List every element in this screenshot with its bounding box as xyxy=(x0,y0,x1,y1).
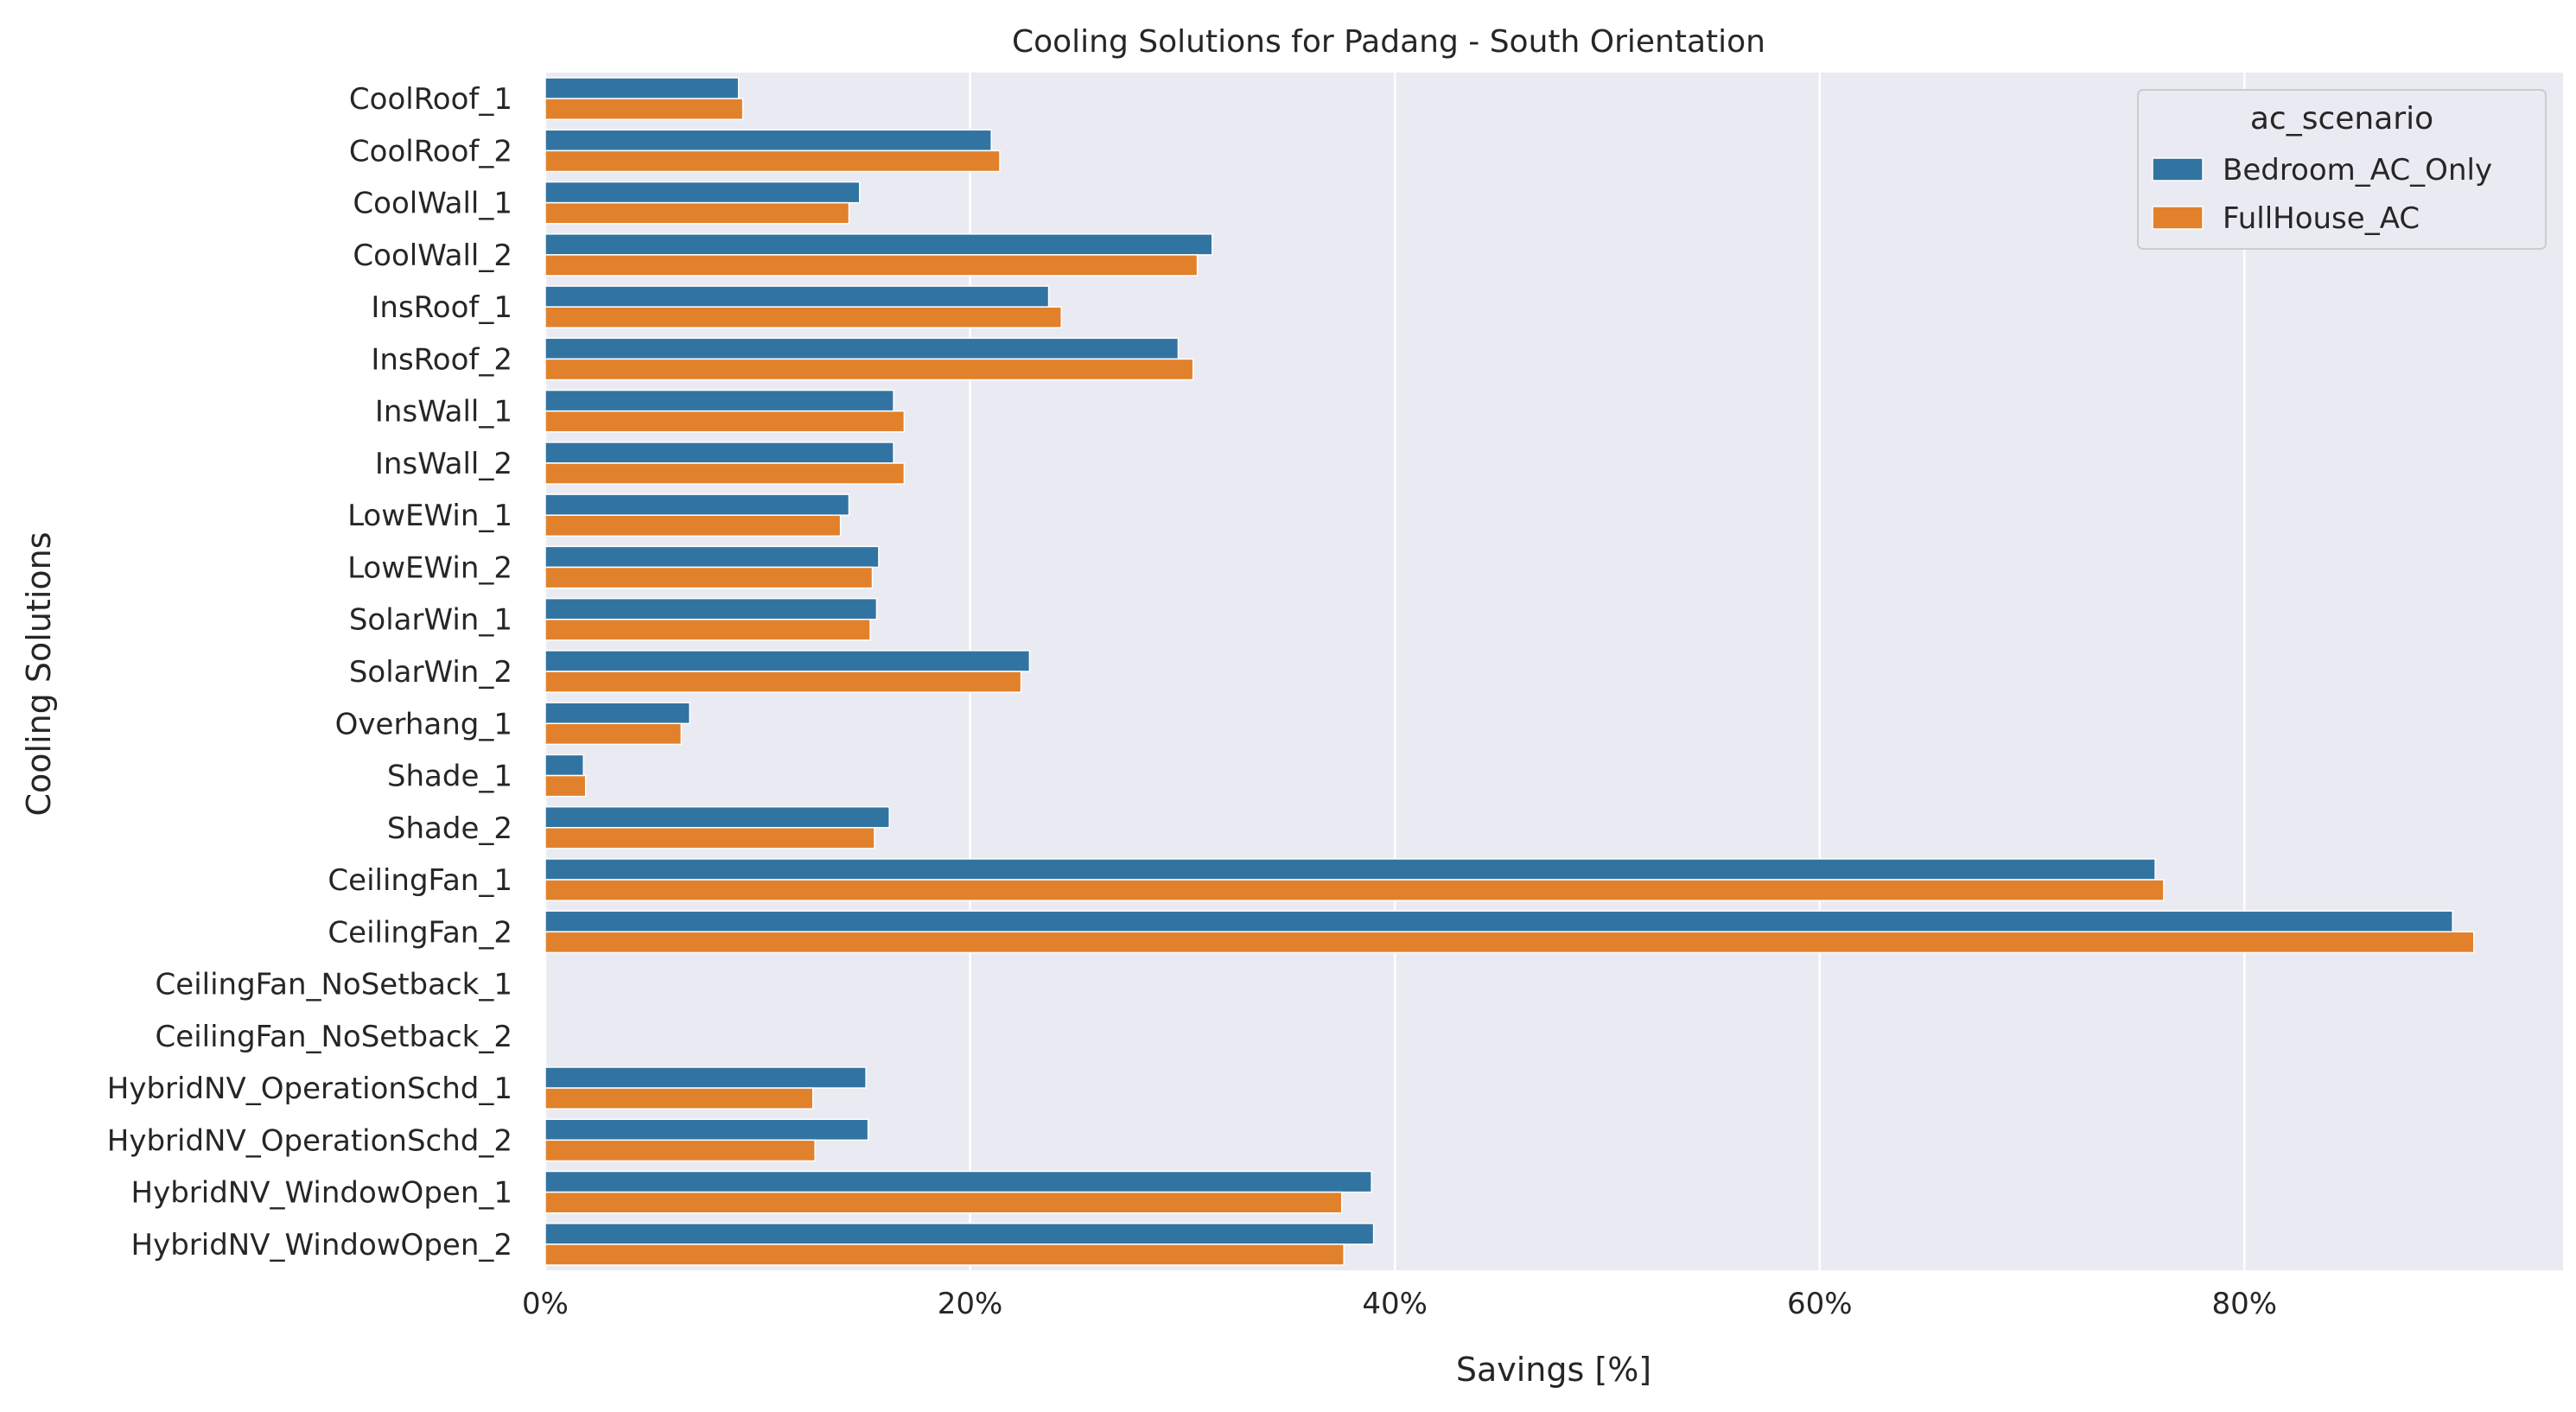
chart-title: Cooling Solutions for Padang - South Ori… xyxy=(1012,24,1765,60)
bar xyxy=(544,858,2156,881)
x-tick-label: 40% xyxy=(1362,1287,1428,1321)
y-tick-label: HybridNV_OperationSchd_1 xyxy=(107,1072,512,1106)
bar xyxy=(544,98,744,120)
x-tick-label: 0% xyxy=(522,1287,569,1321)
bar xyxy=(544,754,584,777)
bar xyxy=(544,827,875,849)
y-axis-label: Cooling Solutions xyxy=(20,531,58,816)
bar xyxy=(544,410,906,433)
y-tick-label: CoolRoof_2 xyxy=(349,134,512,169)
legend-label: FullHouse_AC xyxy=(2223,201,2420,236)
bar xyxy=(544,671,1022,693)
y-tick-label: Shade_2 xyxy=(387,811,512,846)
bar xyxy=(544,285,1050,308)
y-tick-label: CeilingFan_2 xyxy=(328,915,512,950)
y-tick-label: CeilingFan_NoSetback_2 xyxy=(156,1020,512,1054)
y-tick-label: InsWall_1 xyxy=(375,395,512,429)
bar xyxy=(544,306,1063,329)
bar xyxy=(544,129,992,152)
legend: ac_scenario Bedroom_AC_Only FullHouse_AC xyxy=(2137,89,2547,250)
bar xyxy=(544,1118,869,1142)
legend-label: Bedroom_AC_Only xyxy=(2223,153,2492,188)
bar xyxy=(544,931,2475,954)
bar xyxy=(544,1243,1345,1266)
bar xyxy=(544,1087,814,1110)
x-tick-labels: 0% 20% 40% 60% 80% xyxy=(522,1287,2277,1321)
y-tick-label: CoolRoof_1 xyxy=(349,82,512,117)
y-tick-label: HybridNV_OperationSchd_2 xyxy=(107,1123,512,1158)
bar xyxy=(544,358,1194,381)
bar xyxy=(544,1223,1375,1245)
bar xyxy=(544,1139,816,1162)
y-tick-label: SolarWin_1 xyxy=(349,603,512,638)
bar xyxy=(544,702,690,725)
bar xyxy=(544,618,871,641)
bar xyxy=(544,201,850,225)
bar xyxy=(544,1191,1343,1214)
y-tick-labels: CoolRoof_1 CoolRoof_2 CoolWall_1 CoolWall_2… xyxy=(107,82,512,1263)
y-tick-label: InsRoof_1 xyxy=(371,290,512,325)
y-tick-label: InsRoof_2 xyxy=(371,342,512,377)
y-tick-label: LowEWin_1 xyxy=(347,499,512,533)
bar xyxy=(544,77,740,99)
x-tick-label: 60% xyxy=(1787,1287,1853,1321)
bar xyxy=(544,462,906,485)
bar xyxy=(544,597,878,620)
bar xyxy=(544,233,1213,256)
y-tick-label: Overhang_1 xyxy=(335,707,512,741)
bar xyxy=(544,566,874,589)
bar xyxy=(544,1170,1372,1193)
bar xyxy=(544,149,1001,173)
x-tick-label: 80% xyxy=(2212,1287,2278,1321)
y-tick-label: CoolWall_2 xyxy=(353,239,512,273)
y-tick-label: CoolWall_1 xyxy=(353,187,512,221)
legend-frame xyxy=(2137,89,2547,250)
y-tick-label: CeilingFan_1 xyxy=(328,863,512,898)
bar xyxy=(544,545,880,569)
bar xyxy=(544,442,894,464)
bar xyxy=(544,254,1199,277)
y-tick-label: SolarWin_2 xyxy=(349,655,512,690)
legend-title: ac_scenario xyxy=(2250,101,2433,137)
legend-swatch xyxy=(2152,157,2204,181)
bar xyxy=(544,910,2453,933)
bar xyxy=(544,389,894,412)
y-tick-label: LowEWin_2 xyxy=(347,550,512,585)
bar xyxy=(544,722,683,746)
bar xyxy=(544,337,1180,360)
y-tick-label: InsWall_2 xyxy=(375,447,512,481)
bar xyxy=(544,805,890,829)
bar xyxy=(544,181,861,204)
y-tick-label: Shade_1 xyxy=(387,760,512,794)
bars xyxy=(544,77,2475,1266)
bar xyxy=(544,774,587,798)
bar xyxy=(544,879,2165,901)
y-tick-label: HybridNV_WindowOpen_2 xyxy=(131,1228,512,1263)
bar xyxy=(544,1066,867,1089)
y-tick-label: CeilingFan_NoSetback_1 xyxy=(156,968,512,1002)
y-tick-label: HybridNV_WindowOpen_1 xyxy=(131,1176,512,1211)
x-axis-label: Savings [%] xyxy=(1456,1351,1651,1389)
legend-swatch xyxy=(2152,206,2204,230)
bar xyxy=(544,650,1031,672)
bar xyxy=(544,493,850,516)
bar xyxy=(544,514,842,537)
x-tick-label: 20% xyxy=(938,1287,1003,1321)
